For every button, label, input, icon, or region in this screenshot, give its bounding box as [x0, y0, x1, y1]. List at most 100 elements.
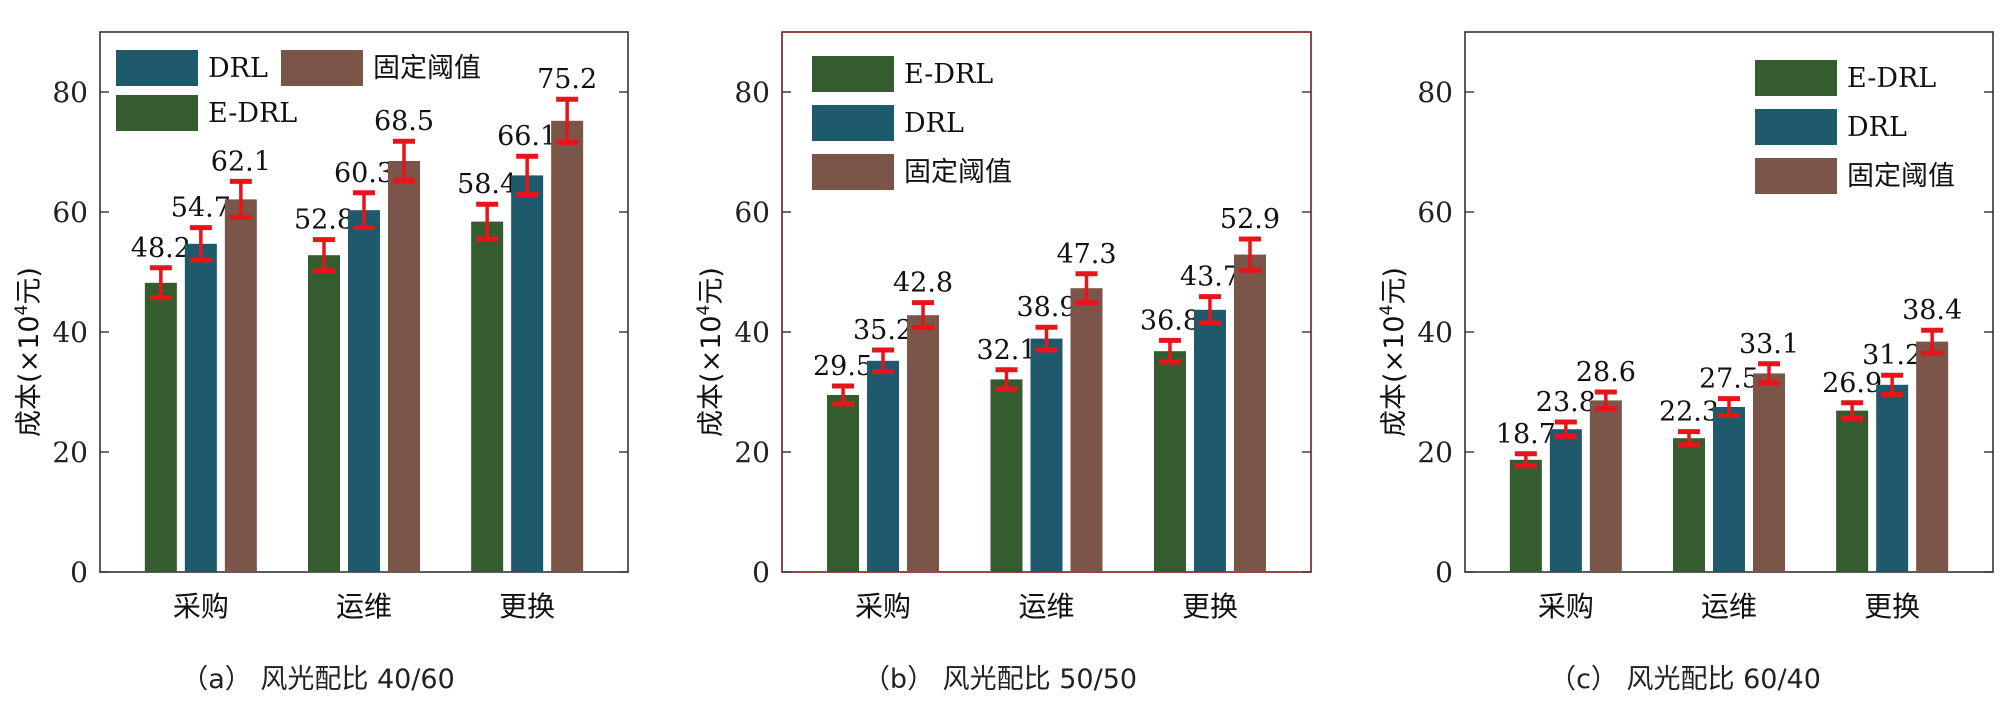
bar-DRL-采购	[867, 360, 900, 572]
data-label: 18.7	[1496, 419, 1556, 450]
bar-DRL-采购	[1549, 429, 1582, 572]
bar-E-DRL-运维	[308, 255, 340, 572]
legend: E-DRL DRL 固定阈值	[1755, 60, 1955, 194]
data-label: 38.4	[1902, 295, 1962, 326]
y-tick-label: 80	[734, 76, 770, 109]
legend-swatch	[1755, 60, 1837, 96]
bar-固定阈值-采购	[1589, 400, 1622, 572]
legend-label: E-DRL	[1847, 63, 1936, 94]
legend-swatch	[812, 105, 894, 141]
panel-caption: （b） 风光配比 50/50	[863, 664, 1137, 695]
bar-E-DRL-运维	[1673, 438, 1705, 572]
legend-swatch	[1755, 158, 1837, 194]
legend-label: 固定阈值	[904, 157, 1012, 188]
data-label: 75.2	[537, 64, 597, 95]
legend-label: E-DRL	[904, 59, 993, 90]
chart-panel-3: 0 20 40 60 80 成本(×104元) 18.723.828.6 采购 22.327.5…	[1377, 31, 1994, 695]
legend-swatch	[812, 154, 894, 190]
legend-swatch	[116, 50, 198, 86]
legend-swatch	[812, 56, 894, 92]
bar-E-DRL-更换	[471, 221, 504, 572]
bar-固定阈值-采购	[907, 315, 940, 572]
chart-panel-1: 0 20 40 60 80 成本(×104元) 48.2 54.7 62.1 采购 52.8 60.3…	[12, 31, 629, 695]
x-tick-label: 更换	[1182, 590, 1238, 623]
data-label: 26.9	[1822, 368, 1882, 399]
legend-swatch	[1755, 109, 1837, 145]
y-tick-label: 40	[1417, 316, 1453, 349]
legend-label: 固定阈值	[1847, 161, 1955, 192]
y-tick-label: 40	[734, 316, 770, 349]
data-label: 35.2	[853, 315, 913, 346]
chart-panel-2: 0 20 40 60 80 成本(×104元) 29.5 35.2 42.8 采购 32.1 38.9…	[694, 31, 1312, 695]
y-tick-label: 80	[1417, 76, 1453, 109]
bar-E-DRL-运维	[990, 379, 1023, 572]
bar-DRL-更换	[1876, 384, 1909, 572]
y-axis-label: 成本(×104元)	[694, 267, 727, 437]
bar-E-DRL-更换	[1836, 410, 1869, 572]
y-tick-label: 40	[52, 316, 88, 349]
data-label: 42.8	[893, 268, 953, 299]
bar-固定阈值-更换	[1916, 341, 1949, 572]
bar-固定阈值-运维	[1070, 288, 1103, 572]
legend-swatch	[281, 50, 363, 86]
bar-DRL-运维	[1030, 338, 1063, 572]
data-label: 31.2	[1862, 340, 1922, 371]
data-label: 52.8	[294, 205, 354, 236]
legend: E-DRL DRL 固定阈值	[812, 56, 1012, 190]
y-tick-label: 60	[52, 196, 88, 229]
data-label: 62.1	[211, 146, 271, 177]
x-tick-label: 运维	[336, 590, 392, 623]
data-label: 38.9	[1016, 292, 1076, 323]
bar-E-DRL-采购	[827, 395, 860, 572]
y-tick-label: 60	[1417, 196, 1453, 229]
bar-DRL-采购	[184, 243, 217, 573]
y-tick-label: 0	[752, 556, 770, 589]
x-tick-label: 运维	[1701, 590, 1757, 623]
panel-caption: （a） 风光配比 40/60	[181, 664, 455, 695]
bar-DRL-更换	[1193, 309, 1226, 572]
data-label: 54.7	[171, 193, 231, 224]
bar-E-DRL-采购	[1509, 459, 1542, 572]
bar-E-DRL-采购	[144, 282, 177, 572]
data-label: 36.8	[1140, 305, 1200, 336]
legend-label: 固定阈值	[373, 53, 481, 84]
data-label: 27.5	[1699, 364, 1759, 395]
bar-DRL-运维	[1713, 407, 1745, 572]
legend-swatch	[116, 95, 198, 131]
data-label: 66.1	[497, 121, 557, 152]
x-tick-label: 运维	[1018, 590, 1074, 623]
data-label: 23.8	[1536, 387, 1596, 418]
data-label: 43.7	[1180, 262, 1240, 293]
data-label: 32.1	[976, 335, 1036, 366]
data-label: 48.2	[131, 233, 191, 264]
y-tick-label: 0	[70, 556, 88, 589]
data-label: 47.3	[1056, 239, 1116, 270]
panel-caption: （c） 风光配比 60/40	[1549, 664, 1821, 695]
y-tick-label: 0	[1435, 556, 1453, 589]
y-tick-label: 80	[52, 76, 88, 109]
bar-DRL-更换	[511, 175, 544, 572]
bar-E-DRL-更换	[1153, 351, 1186, 572]
legend-label: DRL	[208, 53, 268, 84]
x-tick-label: 更换	[1864, 590, 1920, 623]
bar-固定阈值-更换	[551, 120, 584, 573]
x-tick-label: 采购	[1538, 590, 1594, 623]
data-label: 28.6	[1576, 357, 1636, 388]
y-axis-label: 成本(×104元)	[12, 267, 45, 437]
y-axis-label: 成本(×104元)	[1377, 267, 1410, 437]
data-label: 68.5	[374, 106, 434, 137]
data-label: 52.9	[1220, 204, 1280, 235]
legend-label: E-DRL	[208, 98, 297, 129]
bar-DRL-运维	[348, 210, 380, 572]
data-label: 29.5	[813, 351, 873, 382]
legend-label: DRL	[904, 108, 964, 139]
data-label: 33.1	[1739, 329, 1799, 360]
bar-固定阈值-采购	[224, 199, 257, 572]
legend: DRL 固定阈值 E-DRL	[116, 50, 481, 131]
data-label: 60.3	[334, 158, 394, 189]
legend-label: DRL	[1847, 112, 1907, 143]
data-label: 58.4	[457, 169, 517, 200]
data-label: 22.3	[1659, 397, 1719, 428]
bar-固定阈值-更换	[1233, 254, 1266, 572]
